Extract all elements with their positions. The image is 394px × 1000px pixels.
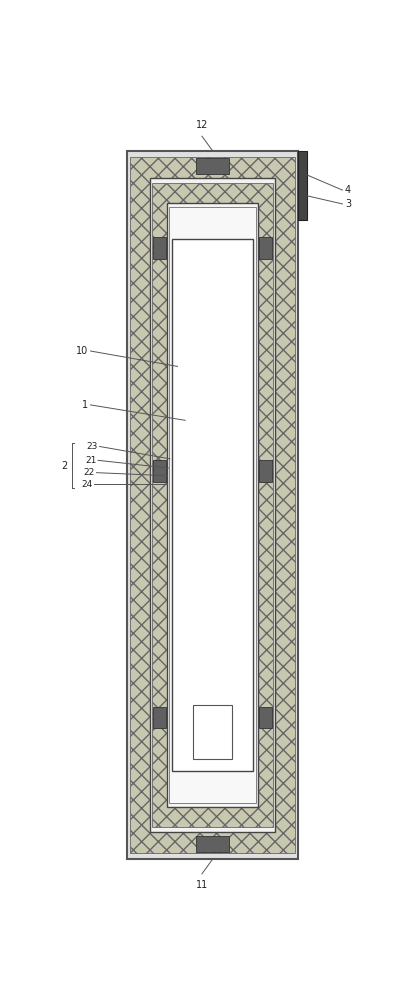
Bar [259, 237, 272, 259]
Bar [167, 203, 258, 807]
Bar [153, 460, 166, 482]
Text: 2: 2 [61, 461, 68, 471]
Bar [152, 183, 273, 827]
Text: 12: 12 [196, 120, 208, 130]
Bar [150, 178, 275, 832]
Bar [169, 207, 256, 803]
Bar [196, 836, 229, 852]
Text: 10: 10 [76, 346, 88, 356]
Bar [193, 705, 232, 759]
Text: 24: 24 [82, 480, 93, 489]
Bar [259, 707, 272, 728]
Bar [298, 151, 307, 220]
Text: 21: 21 [85, 456, 97, 465]
Text: 1: 1 [82, 400, 88, 410]
Bar [153, 707, 166, 728]
Text: 22: 22 [84, 468, 95, 477]
Text: 4: 4 [345, 185, 351, 195]
Bar [127, 151, 298, 859]
Bar [259, 460, 272, 482]
Text: 23: 23 [87, 442, 98, 451]
Text: 11: 11 [196, 880, 208, 890]
Bar [153, 237, 166, 259]
Bar [196, 158, 229, 174]
Bar [130, 157, 295, 853]
Text: 3: 3 [345, 199, 351, 209]
Bar [172, 239, 253, 771]
